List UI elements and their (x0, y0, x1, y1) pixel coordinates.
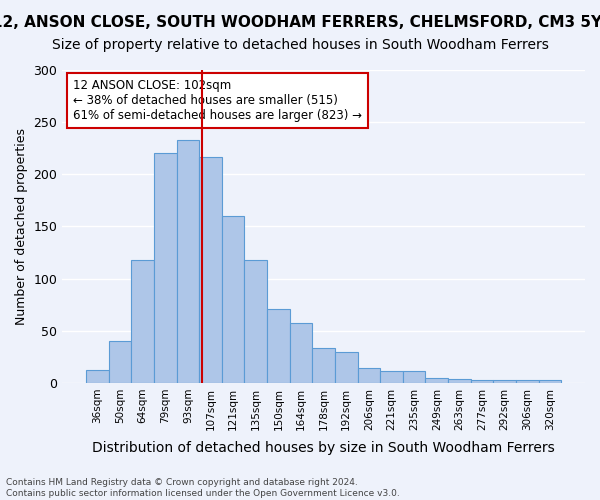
Bar (471, 380, 493, 383)
Bar (176, 140, 199, 383)
Bar (358, 368, 380, 383)
X-axis label: Distribution of detached houses by size in South Woodham Ferrers: Distribution of detached houses by size … (92, 441, 555, 455)
Bar (244, 260, 267, 383)
Bar (313, 348, 335, 383)
Bar (222, 216, 244, 383)
Bar (380, 372, 403, 383)
Bar (539, 380, 561, 383)
Bar (448, 378, 471, 383)
Bar (154, 154, 176, 383)
Text: 12, ANSON CLOSE, SOUTH WOODHAM FERRERS, CHELMSFORD, CM3 5YJ: 12, ANSON CLOSE, SOUTH WOODHAM FERRERS, … (0, 15, 600, 30)
Text: Contains HM Land Registry data © Crown copyright and database right 2024.
Contai: Contains HM Land Registry data © Crown c… (6, 478, 400, 498)
Bar (493, 380, 516, 383)
Bar (109, 341, 131, 383)
Bar (131, 260, 154, 383)
Bar (267, 309, 290, 383)
Bar (290, 324, 313, 383)
Bar (516, 380, 539, 383)
Bar (199, 156, 222, 383)
Text: 12 ANSON CLOSE: 102sqm
← 38% of detached houses are smaller (515)
61% of semi-de: 12 ANSON CLOSE: 102sqm ← 38% of detached… (73, 80, 362, 122)
Text: Size of property relative to detached houses in South Woodham Ferrers: Size of property relative to detached ho… (52, 38, 548, 52)
Bar (403, 372, 425, 383)
Y-axis label: Number of detached properties: Number of detached properties (15, 128, 28, 325)
Bar (86, 370, 109, 383)
Bar (425, 378, 448, 383)
Bar (335, 352, 358, 383)
